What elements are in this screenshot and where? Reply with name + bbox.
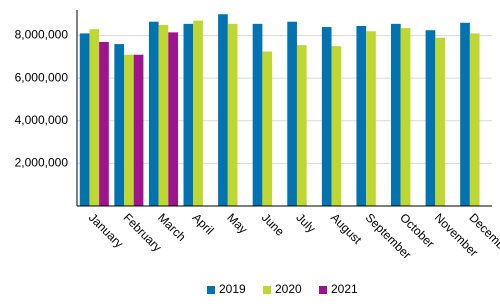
x-tick-label: June bbox=[259, 210, 288, 239]
legend-label: 2021 bbox=[331, 282, 358, 296]
bar bbox=[356, 25, 367, 207]
legend-swatch bbox=[207, 286, 215, 294]
bar bbox=[168, 32, 178, 206]
bar bbox=[366, 31, 376, 206]
x-tick-label: August bbox=[328, 210, 365, 247]
y-tick-label: 4,000,000 bbox=[15, 113, 69, 127]
bar bbox=[400, 28, 411, 206]
bar bbox=[227, 23, 238, 207]
bar bbox=[124, 54, 134, 206]
legend-swatch bbox=[319, 286, 327, 294]
x-tick-label: January bbox=[86, 210, 126, 250]
bar bbox=[114, 44, 125, 206]
bar bbox=[460, 22, 470, 206]
bar bbox=[79, 33, 90, 206]
bar bbox=[391, 23, 401, 207]
bar bbox=[425, 30, 436, 206]
x-tick-label: April bbox=[190, 210, 217, 237]
bar bbox=[469, 33, 480, 206]
bar bbox=[262, 51, 273, 206]
bar bbox=[133, 54, 144, 206]
y-tick-label: 2,000,000 bbox=[15, 156, 69, 170]
y-tick-label: 6,000,000 bbox=[15, 70, 69, 84]
bar bbox=[296, 45, 307, 206]
bar bbox=[193, 20, 203, 206]
bar bbox=[331, 46, 342, 206]
x-tick-label: May bbox=[224, 210, 250, 236]
bar bbox=[183, 23, 194, 207]
bar bbox=[89, 29, 100, 206]
legend-swatch bbox=[263, 286, 271, 294]
legend-label: 2019 bbox=[219, 282, 246, 296]
x-tick-label: July bbox=[293, 210, 318, 235]
bar bbox=[252, 23, 263, 207]
y-tick-label: 8,000,000 bbox=[15, 28, 69, 42]
bar bbox=[287, 21, 297, 206]
bar bbox=[218, 14, 228, 207]
bar bbox=[321, 27, 332, 207]
legend-label: 2020 bbox=[275, 282, 302, 296]
bar bbox=[435, 37, 445, 207]
bar bbox=[99, 41, 109, 207]
bar bbox=[158, 24, 169, 207]
bar bbox=[148, 21, 159, 206]
